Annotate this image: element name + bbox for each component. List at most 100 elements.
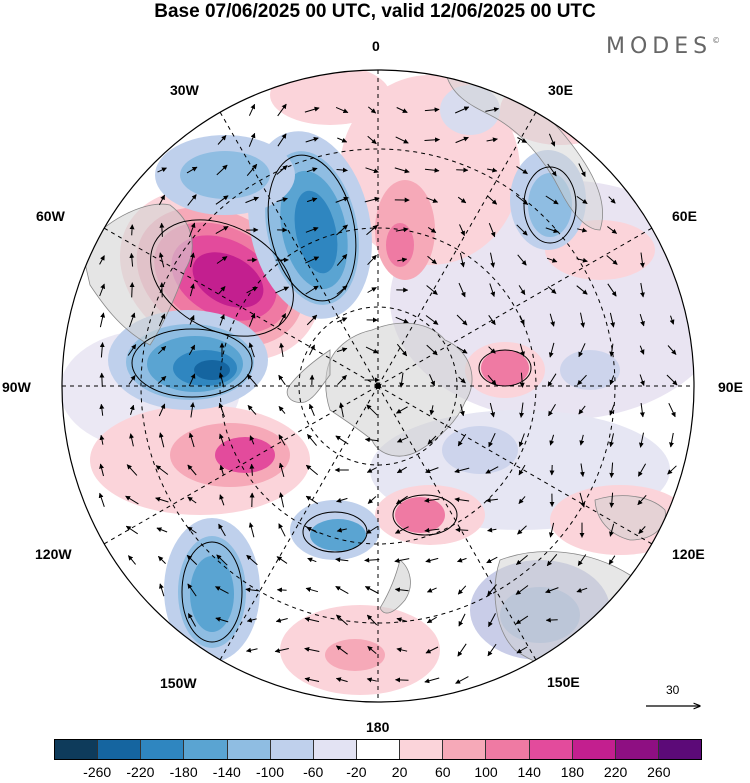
longitude-label-30w: 30W: [170, 82, 199, 98]
wind-vector-arrow: [306, 314, 318, 326]
wind-vector-arrow: [364, 557, 380, 563]
wind-vector-arrow: [518, 496, 526, 504]
wind-vector-arrow: [609, 375, 615, 386]
wind-vector-arrow: [336, 614, 348, 626]
wind-vector-arrow: [579, 492, 586, 508]
wind-vector-arrow: [335, 645, 348, 655]
wind-vector-arrow: [246, 554, 258, 566]
wind-vector-arrow: [188, 432, 195, 448]
wind-vector-arrow: [278, 492, 285, 508]
wind-vector-arrow: [366, 614, 378, 626]
wind-vector-arrow: [429, 405, 435, 416]
wind-vector-arrow: [278, 406, 286, 414]
wind-vector-arrow: [518, 464, 526, 476]
anomaly-field-positive: [215, 437, 275, 473]
longitude-label-90w: 90W: [2, 379, 31, 395]
wind-vector-arrow: [455, 527, 469, 533]
anomaly-field-positive: [481, 350, 529, 386]
wind-vector-arrow: [608, 196, 616, 204]
longitude-label-150e: 150E: [547, 674, 580, 690]
colorbar-cell: [529, 740, 573, 759]
anomaly-field-negative: [294, 190, 338, 274]
wind-vector-arrow: [335, 435, 349, 445]
wind-vector-arrow: [158, 403, 166, 417]
wind-vector-arrow: [367, 287, 377, 293]
wind-vector-arrow: [426, 197, 439, 203]
wind-vector-arrow: [578, 343, 586, 358]
wind-vector-arrow: [425, 646, 439, 654]
wind-vector-arrow: [187, 194, 197, 206]
anomaly-field-negative: [180, 151, 270, 199]
wind-vector-arrow: [215, 617, 229, 623]
wind-vector-arrow: [305, 285, 319, 295]
wind-vector-arrow: [306, 526, 318, 534]
wind-vector-arrow: [489, 402, 496, 418]
wind-vector-arrow: [397, 257, 408, 263]
wind-vector-arrow: [547, 373, 557, 387]
wind-vector-arrow: [580, 312, 586, 328]
wind-vector-arrow: [248, 132, 256, 147]
wind-vector-arrow: [515, 195, 529, 205]
wind-vector-arrow: [639, 252, 645, 268]
wind-vector-arrow: [394, 558, 410, 563]
wind-vector-arrow: [305, 587, 319, 593]
wind-vector-arrow: [485, 497, 498, 503]
wind-vector-arrow: [366, 526, 378, 534]
wind-vector-arrow: [219, 433, 225, 447]
wind-vector-arrow: [218, 372, 225, 388]
wind-vector-arrow: [309, 344, 315, 356]
wind-vector-arrow: [218, 402, 225, 417]
wind-vector-arrow: [394, 167, 410, 174]
wind-vector-arrow: [186, 555, 198, 565]
wind-vector-arrow: [129, 252, 135, 267]
wind-vector-arrow: [396, 647, 408, 653]
wind-vector-arrow: [577, 374, 587, 386]
wind-vector-arrow: [458, 282, 466, 298]
wind-vector-arrow: [488, 432, 496, 448]
colorbar-cell: [184, 740, 228, 759]
wind-vector-arrow: [548, 522, 555, 538]
colorbar-cell: [443, 740, 487, 759]
wind-vector-arrow: [99, 403, 105, 416]
longitude-label-60e: 60E: [672, 208, 697, 224]
wind-vector-arrow: [609, 433, 614, 448]
colorbar-tick-label: -260: [83, 764, 112, 780]
longitude-label-30e: 30E: [548, 82, 573, 98]
wind-vector-arrow: [519, 343, 525, 357]
wind-vector-arrow: [395, 136, 409, 144]
wind-vector-arrow: [545, 617, 558, 623]
wind-vector-arrow: [277, 103, 287, 117]
south-pole-marker: [375, 383, 381, 389]
wind-vector-arrow: [488, 315, 496, 326]
wind-vector-arrow: [248, 522, 255, 538]
wind-vector-arrow: [576, 285, 588, 295]
wind-vector-arrow: [518, 285, 526, 296]
wind-vector-arrow: [457, 557, 467, 563]
wind-vector-arrow: [518, 433, 525, 447]
wind-vector-arrow: [304, 106, 320, 113]
wind-vector-arrow: [549, 313, 555, 327]
colorbar-cell: [356, 740, 401, 759]
wind-vector-arrow: [609, 404, 615, 416]
wind-vector-arrow: [669, 315, 675, 325]
wind-vector-arrow: [578, 163, 586, 177]
wind-vector-arrow: [488, 223, 496, 238]
wind-vector-arrow: [158, 252, 165, 268]
wind-vector-arrow: [609, 492, 615, 508]
wind-vector-arrow: [424, 497, 440, 503]
colorbar-cell: [227, 740, 271, 759]
anomaly-field-negative: [194, 360, 230, 380]
wind-vector-arrow: [487, 167, 498, 173]
wind-vector-arrow: [219, 314, 225, 326]
reference-vector-label: 30: [666, 683, 680, 697]
wind-vector-arrow: [394, 587, 409, 593]
wind-vector-arrow: [367, 496, 377, 504]
colorbar-cell: [141, 740, 185, 759]
longitude-label-0: 0: [372, 38, 380, 54]
wind-vector-arrow: [364, 196, 380, 203]
wind-vector-arrow: [485, 466, 499, 474]
wind-vector-arrow: [487, 643, 497, 657]
wind-vector-arrow: [336, 317, 348, 323]
wind-vector-arrow: [364, 586, 379, 594]
longitude-label-180: 180: [366, 719, 390, 735]
